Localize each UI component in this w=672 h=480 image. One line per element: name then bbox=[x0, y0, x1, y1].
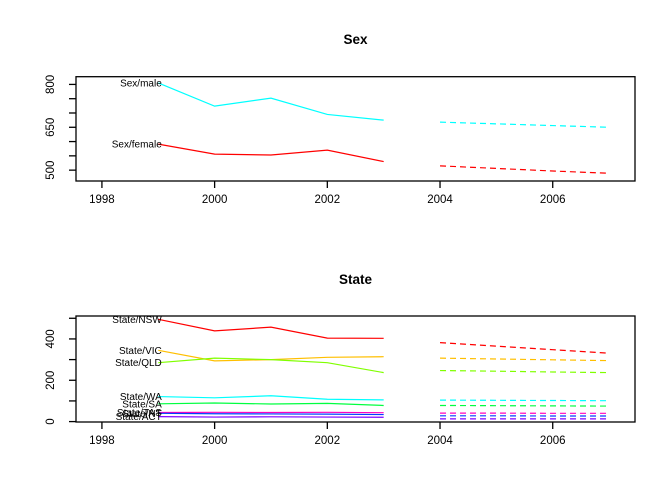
y-axis-tick-label: 500 bbox=[45, 161, 57, 180]
series-line-history bbox=[158, 395, 384, 401]
series-label: State/NSW bbox=[112, 315, 162, 326]
x-axis-tick-label: 2006 bbox=[540, 435, 566, 447]
series-line-forecast bbox=[440, 357, 610, 362]
y-axis-tick-label: 200 bbox=[45, 371, 57, 390]
series-label: State/QLD bbox=[115, 358, 162, 369]
y-axis-tick-label: 400 bbox=[45, 329, 57, 348]
series-label: State/SA bbox=[122, 399, 162, 410]
series-line-forecast bbox=[440, 369, 610, 374]
x-axis-tick-label: 2002 bbox=[315, 194, 341, 206]
x-axis-tick-label: 2000 bbox=[202, 194, 228, 206]
series-line-forecast bbox=[440, 404, 610, 407]
series-line-history bbox=[158, 402, 384, 407]
series-line-history bbox=[158, 82, 384, 121]
series-label: State/TAS bbox=[117, 408, 162, 419]
series-label: State/ACT bbox=[116, 412, 162, 423]
y-axis-tick-label: 0 bbox=[45, 418, 57, 424]
series-line-history bbox=[158, 416, 384, 418]
x-axis-tick-label: 2000 bbox=[202, 435, 228, 447]
series-line-history bbox=[158, 143, 384, 163]
y-axis-tick-label: 650 bbox=[45, 118, 57, 137]
series-label: Sex/male bbox=[120, 78, 162, 89]
series-label: Sex/female bbox=[112, 140, 162, 151]
series-line-forecast bbox=[440, 399, 610, 402]
x-axis-tick-label: 1998 bbox=[89, 194, 115, 206]
y-axis-tick-label: 800 bbox=[45, 75, 57, 94]
series-line-history bbox=[158, 357, 384, 374]
plot-box bbox=[75, 76, 636, 182]
series-line-history bbox=[158, 318, 384, 339]
x-axis-tick-label: 2004 bbox=[427, 435, 453, 447]
series-label: State/VIC bbox=[119, 346, 162, 357]
series-label: State/WA bbox=[120, 392, 162, 403]
series-line-forecast bbox=[439, 342, 610, 354]
x-axis-tick-label: 2002 bbox=[315, 435, 341, 447]
series-line-forecast bbox=[440, 121, 610, 128]
panel-title: Sex bbox=[343, 32, 368, 47]
series-line-forecast bbox=[439, 165, 610, 174]
series-line-history bbox=[158, 412, 384, 416]
plot-box bbox=[75, 315, 636, 423]
series-label: State/NT bbox=[122, 409, 161, 420]
x-axis-tick-label: 2006 bbox=[540, 194, 566, 206]
x-axis-tick-label: 1998 bbox=[89, 435, 115, 447]
x-axis-tick-label: 2004 bbox=[427, 194, 453, 206]
panel-title: State bbox=[339, 272, 373, 287]
